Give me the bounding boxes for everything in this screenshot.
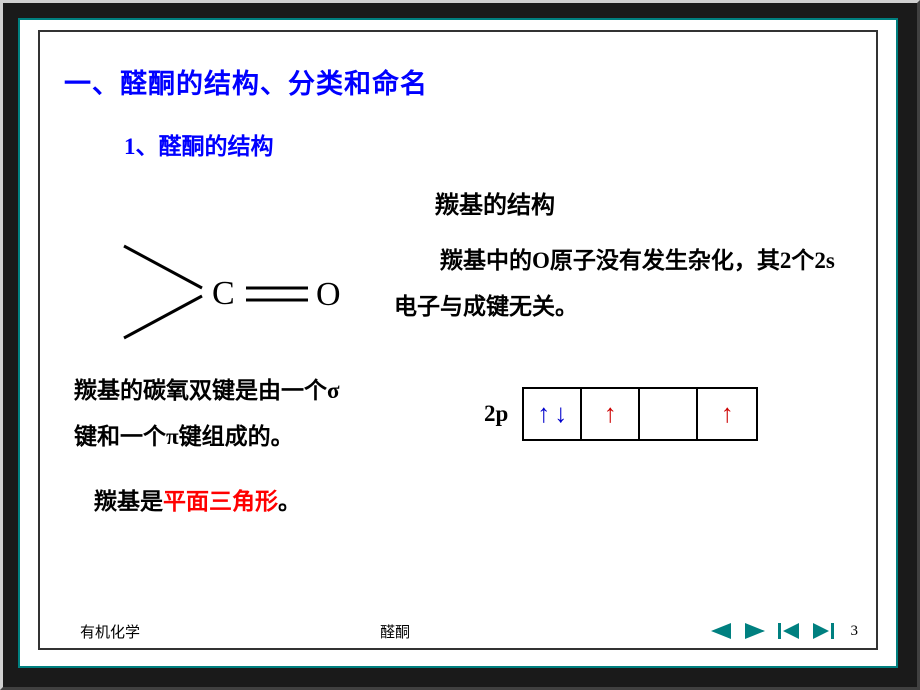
orbital-box [640,389,698,439]
oxygen-hybridization-text: 羰基中的O原子没有发生杂化，其2个2s电子与成键无关。 [374,238,856,330]
bottom-text-b: 。 [278,489,301,514]
oxygen-label: O [316,276,341,313]
orbital-label-2p: 2p [484,401,508,427]
nav-prev-button[interactable] [707,620,735,642]
electron-up-icon: ↑ [721,401,734,427]
nav-first-button[interactable] [775,620,803,642]
row-structure: C O 羰基中的O原子没有发生杂化，其2个2s电子与成键无关。 [64,238,856,348]
orbital-box: ↑ [582,389,640,439]
page-number: 3 [851,623,859,640]
bottom-text-a: 羰基是 [94,489,163,514]
slide-footer: 有机化学 醛酮 [40,620,876,642]
row-bonds-orbitals: 羰基的碳氧双键是由一个σ 键和一个π键组成的。 2p ↑ ↓ ↑ ↑ [64,368,856,460]
section-title: 羰基的结构 [134,185,856,220]
footer-chapter-name: 醛酮 [380,621,620,642]
slide-container: 一、醛酮的结构、分类和命名 1、醛酮的结构 羰基的结构 C O 羰基中的O原子没… [18,18,898,668]
orbital-box: ↑ [698,389,756,439]
electron-up-icon: ↑ [604,401,617,427]
nav-next-button[interactable] [741,620,769,642]
planar-shape-text: 羰基是平面三角形。 [94,482,856,516]
sigma-pi-line-b: 键和一个π键组成的。 [74,424,294,449]
nav-last-button[interactable] [809,620,837,642]
orbital-box: ↑ ↓ [524,389,582,439]
subheading-1: 1、醛酮的结构 [124,127,856,161]
electron-down-icon: ↓ [554,401,567,427]
heading-1: 一、醛酮的结构、分类和命名 [64,62,856,101]
carbon-label: C [212,275,235,312]
footer-course-name: 有机化学 [80,621,380,642]
bottom-text-red: 平面三角形 [163,489,278,514]
electron-up-icon: ↑ [537,401,550,427]
carbonyl-structure-diagram: C O [94,238,374,348]
slide-content: 一、醛酮的结构、分类和命名 1、醛酮的结构 羰基的结构 C O 羰基中的O原子没… [38,30,878,650]
orbital-diagram: ↑ ↓ ↑ ↑ [522,387,758,441]
nav-button-group: 3 [707,620,863,642]
sigma-pi-bond-text: 羰基的碳氧双键是由一个σ 键和一个π键组成的。 [74,368,474,460]
sigma-pi-line-a: 羰基的碳氧双键是由一个σ [74,378,340,403]
